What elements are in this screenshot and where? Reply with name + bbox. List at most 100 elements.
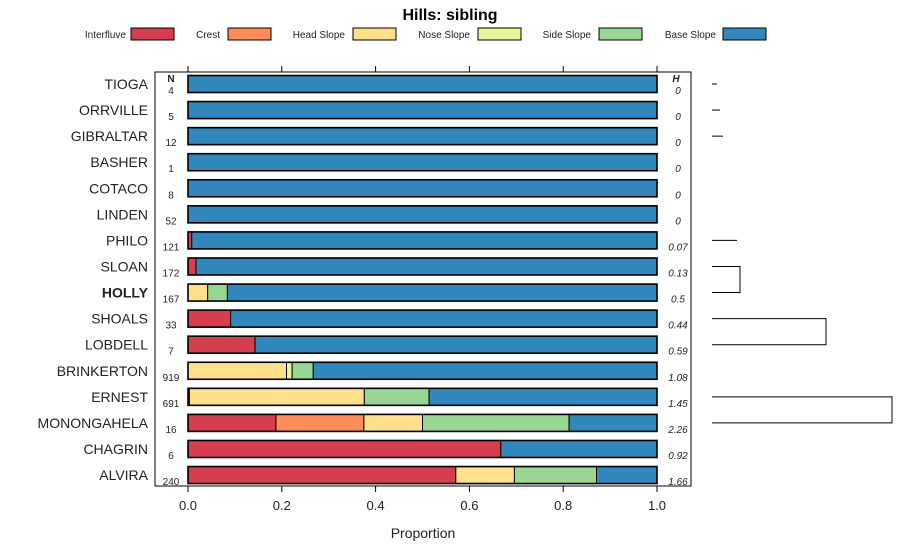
- n-value: 167: [163, 295, 180, 306]
- bar-segment-head-slope: [363, 413, 423, 432]
- legend-label-crest: Crest: [196, 30, 220, 41]
- x-tick-label: 0.0: [179, 498, 197, 513]
- row-label: LOBDELL: [85, 337, 148, 353]
- bar-outline: [187, 126, 658, 146]
- legend-swatch-head-slope: [352, 27, 397, 41]
- n-value: 12: [165, 138, 177, 149]
- x-tick-label: 1.0: [648, 498, 666, 513]
- h-value: 0.07: [668, 242, 688, 253]
- bar-segment-head-slope: [188, 387, 365, 406]
- h-value: 0: [675, 164, 681, 175]
- h-value: 1.66: [668, 477, 688, 488]
- row-label: HOLLY: [102, 285, 149, 301]
- h-value: 0.13: [668, 268, 688, 279]
- h-value: 0.44: [668, 321, 688, 332]
- row-label: CHAGRIN: [83, 441, 148, 457]
- bar-segment-head-slope: [187, 361, 287, 380]
- n-value: 919: [163, 373, 180, 384]
- bar-outline: [187, 465, 658, 485]
- n-column-header: N: [167, 74, 174, 85]
- bar-segment-interfluve: [187, 309, 232, 328]
- bar-outline: [187, 413, 658, 433]
- bar-row-orrville: ORRVILLE 5 0: [79, 100, 681, 123]
- bar-row-chagrin: CHAGRIN 6 0.92: [83, 439, 688, 462]
- bar-segment-base-slope: [595, 466, 658, 485]
- legend-label-interfluve: Interfluve: [85, 30, 127, 41]
- bar-segment-side-slope: [291, 361, 314, 380]
- bar-outline: [187, 231, 658, 250]
- x-tick-label: 0.8: [554, 498, 572, 513]
- plot-frame: [154, 71, 692, 487]
- bar-segment-head-slope: [187, 283, 209, 302]
- dendrogram-branch: [712, 396, 893, 424]
- bar-segment-interfluve: [187, 335, 256, 354]
- h-value: 0.59: [668, 347, 688, 358]
- x-tick-label: 0.2: [273, 498, 291, 513]
- bar-row-lobdell: LOBDELL 7 0.59: [85, 335, 688, 358]
- dendrogram-branch: [712, 265, 741, 294]
- row-label: GIBRALTAR: [71, 128, 148, 144]
- bar-row-basher: BASHER 1 0: [90, 152, 681, 175]
- bar-row-cotaco: COTACO 8 0: [89, 178, 681, 201]
- row-label: LINDEN: [97, 206, 148, 222]
- bar-segment-base-slope: [187, 127, 658, 146]
- row-label: MONONGAHELA: [38, 415, 149, 431]
- bar-segment-base-slope: [230, 309, 658, 328]
- row-label: ALVIRA: [99, 467, 148, 483]
- n-value: 5: [168, 112, 174, 123]
- h-value: 1.08: [668, 373, 688, 384]
- n-value: 7: [168, 347, 174, 358]
- bar-segment-interfluve: [187, 257, 197, 276]
- bar-segment-base-slope: [226, 283, 658, 302]
- bar-segment-base-slope: [500, 439, 658, 458]
- legend-label-base-slope: Base Slope: [665, 30, 717, 41]
- bar-segment-base-slope: [187, 153, 658, 172]
- dendrogram: [712, 84, 893, 424]
- bar-outline: [187, 178, 658, 198]
- bar-segment-base-slope: [191, 231, 658, 250]
- bar-row-gibraltar: GIBRALTAR 12 0: [71, 126, 681, 149]
- n-value: 6: [168, 451, 174, 462]
- bar-segment-base-slope: [187, 75, 658, 93]
- x-axis: 0.0 0.2 0.4 0.6 0.8 1.0: [179, 66, 666, 513]
- x-tick-label: 0.4: [367, 498, 385, 513]
- legend-swatch-side-slope: [598, 27, 643, 41]
- bar-row-ernest: ERNEST 691 1.45: [91, 387, 688, 410]
- dendrogram-branch: [712, 318, 827, 346]
- bar-outline: [187, 309, 658, 328]
- legend-label-nose-slope: Nose Slope: [418, 30, 470, 41]
- bar-outline: [187, 257, 658, 276]
- bar-row-monongahela: MONONGAHELA 16 2.26: [38, 413, 688, 436]
- bar-outline: [187, 387, 658, 407]
- legend-swatch-interfluve: [130, 27, 175, 41]
- bar-row-alvira: ALVIRA 240 1.66: [99, 465, 688, 488]
- bar-outline: [187, 335, 658, 355]
- bar-row-shoals: SHOALS 33 0.44: [91, 309, 688, 332]
- h-value: 0: [675, 216, 681, 227]
- bar-outline: [187, 74, 658, 94]
- bar-segment-base-slope: [568, 413, 658, 432]
- legend-swatch-base-slope: [722, 27, 767, 41]
- bar-segment-base-slope: [187, 205, 658, 224]
- bar-row-brinkerton: BRINKERTON 919 1.08: [57, 361, 688, 384]
- row-label: BASHER: [90, 154, 148, 170]
- bar-segment-base-slope: [312, 361, 658, 380]
- n-value: 4: [168, 86, 174, 97]
- bar-segment-side-slope: [207, 283, 228, 302]
- row-label: COTACO: [89, 180, 148, 196]
- row-label: ERNEST: [91, 389, 148, 405]
- row-label: TIOGA: [104, 76, 148, 92]
- legend: Interfluve Crest Head Slope Nose Slope Side …: [85, 27, 767, 41]
- n-value: 691: [163, 399, 180, 410]
- bar-segment-interfluve: [187, 413, 277, 432]
- bar-outline: [187, 439, 658, 459]
- row-label: SHOALS: [91, 311, 148, 327]
- bar-segment-base-slope: [254, 335, 658, 354]
- bar-segment-side-slope: [363, 387, 430, 406]
- legend-swatch-nose-slope: [477, 27, 522, 41]
- bar-segment-side-slope: [422, 413, 570, 432]
- bar-outline: [187, 205, 658, 224]
- bar-row-linden: LINDEN 52 0: [97, 205, 681, 227]
